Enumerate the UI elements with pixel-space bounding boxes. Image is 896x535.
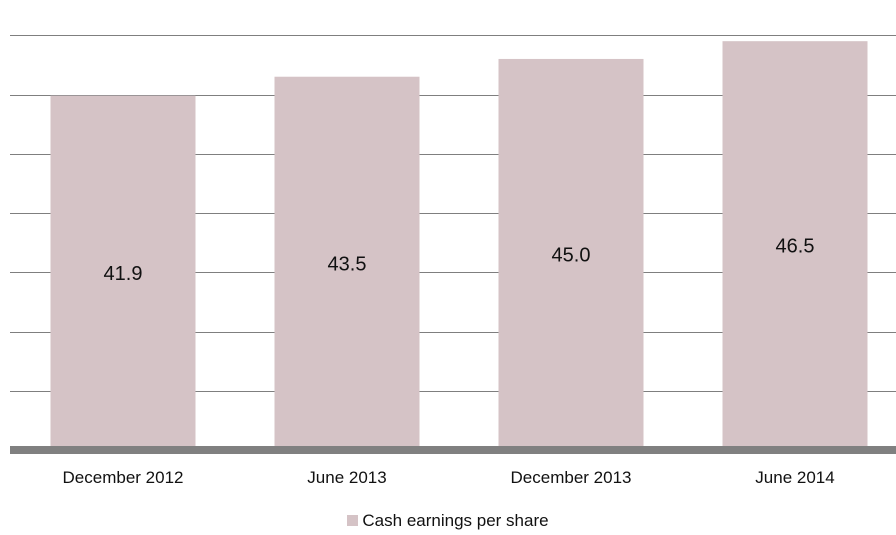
- legend: Cash earnings per share: [0, 511, 896, 531]
- x-tick-label: June 2014: [755, 468, 834, 487]
- chart: 41.9 43.5 45.0 46.5 December 2012 June 2013 D…: [10, 35, 896, 487]
- x-tick-label: December 2012: [63, 468, 184, 487]
- bar: [722, 41, 868, 451]
- x-axis-line: [10, 446, 896, 454]
- bar: [50, 95, 196, 450]
- x-tick-label: June 2013: [307, 468, 386, 487]
- x-tick-label: December 2013: [511, 468, 632, 487]
- x-tick-labels: December 2012 June 2013 December 2013 June …: [63, 468, 835, 487]
- data-label: 41.9: [104, 263, 143, 285]
- legend-swatch: [347, 515, 359, 526]
- data-labels: 41.9 43.5 45.0 46.5: [104, 236, 815, 285]
- legend-label: Cash earnings per share: [362, 511, 549, 530]
- data-label: 46.5: [776, 236, 815, 258]
- bar: [498, 58, 644, 450]
- data-label: 45.0: [552, 244, 591, 266]
- bars: [50, 41, 868, 451]
- data-label: 43.5: [328, 253, 367, 275]
- bar: [274, 76, 420, 450]
